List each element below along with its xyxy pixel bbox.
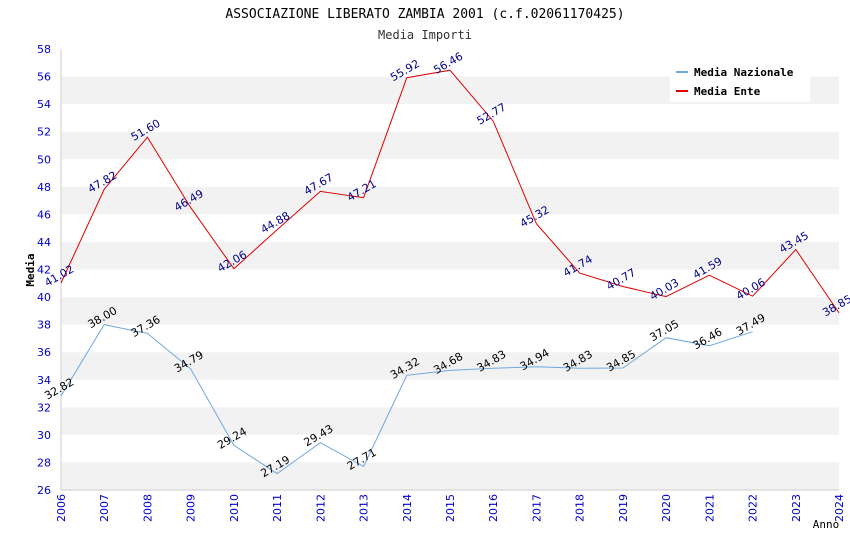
y-tick-label: 38 [37,319,51,332]
y-tick-label: 30 [37,429,51,442]
grid-band [61,379,839,408]
legend-entry: Media Ente [694,85,761,98]
x-tick-labels: 2006 2007 2008 2009 2010 2011 2012 2013 2014 2015… [55,494,846,522]
legend: Media Nazionale Media Ente [670,60,810,102]
y-tick-label: 58 [37,43,51,56]
x-tick-label: 2024 [833,494,846,522]
axes [60,49,839,491]
grid-band [61,297,839,325]
grid-band [61,324,839,353]
x-tick-label: 2008 [141,494,154,522]
x-tick-label: 2022 [747,494,760,522]
chart-title: ASSOCIAZIONE LIBERATO ZAMBIA 2001 (c.f.0… [225,7,624,22]
y-tick-label: 36 [37,346,51,359]
y-tick-label: 34 [37,374,51,387]
x-tick-label: 2016 [487,494,500,522]
y-tick-label: 26 [37,484,51,497]
legend-box [670,60,810,102]
grid-band [61,131,839,160]
x-tick-label: 2010 [228,494,241,522]
grid-band [61,352,839,380]
x-tick-label: 2013 [358,494,371,522]
x-tick-label: 2021 [703,494,716,522]
x-axis-label: Anno [813,518,840,531]
y-tick-label: 32 [37,401,51,414]
y-tick-labels: 26 28 30 32 34 36 38 40 42 44 46 48 50 52 54 56 58 [37,43,51,497]
y-tick-label: 56 [37,71,51,84]
x-tick-label: 2011 [271,494,284,522]
series-line-media-ente [60,69,840,314]
grid-band [61,159,839,187]
x-tick-label: 2018 [574,494,587,522]
legend-entry: Media Nazionale [694,66,794,79]
grid-band [61,269,839,298]
x-tick-label: 2020 [660,494,673,522]
series-lines [60,69,840,475]
x-tick-label: 2009 [185,494,198,522]
grid-band [61,214,839,242]
y-tick-label: 46 [37,208,51,221]
x-tick-label: 2007 [98,494,111,522]
y-tick-label: 52 [37,126,51,139]
y-tick-label: 28 [37,456,51,469]
x-tick-label: 2014 [401,494,414,522]
grid-band [61,434,839,463]
y-tick-label: 50 [37,153,51,166]
x-tick-label: 2015 [444,494,457,522]
x-tick-label: 2019 [617,494,630,522]
grid-band [61,241,839,270]
grid-band [61,186,839,215]
y-tick-label: 48 [37,181,51,194]
grid-band [61,462,839,490]
grid-band [61,407,839,435]
x-tick-label: 2023 [790,494,803,522]
y-tick-label: 42 [37,264,51,277]
grid-bands [61,49,839,490]
grid-band [61,104,839,132]
x-tick-label: 2017 [530,494,543,522]
x-tick-label: 2006 [55,494,68,522]
y-tick-label: 44 [37,236,51,249]
y-tick-label: 40 [37,291,51,304]
chart-subtitle: Media Importi [378,28,472,42]
y-axis-label: Media [24,253,37,286]
x-tick-label: 2012 [314,494,327,522]
series-line-media-nazionale [60,324,753,475]
y-tick-label: 54 [37,98,51,111]
